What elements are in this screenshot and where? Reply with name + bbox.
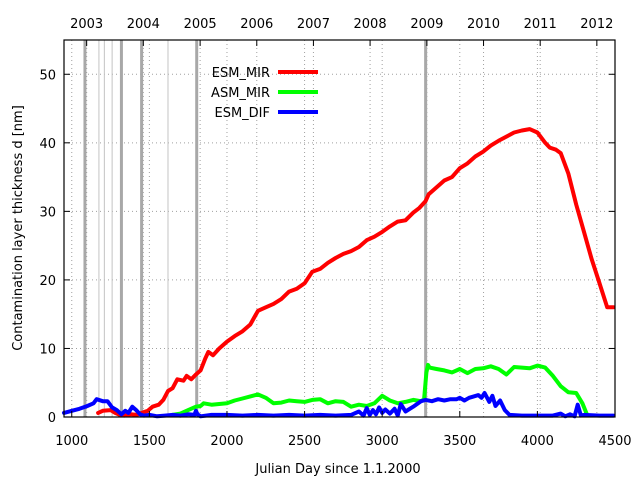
x-axis-title: Julian Day since 1.1.2000 (254, 462, 420, 477)
year-tick-label: 2003 (70, 17, 103, 32)
grid-lines (64, 40, 615, 417)
y-tick-label: 50 (39, 68, 56, 83)
year-tick-label: 2012 (580, 17, 613, 32)
year-tick-label: 2004 (127, 17, 160, 32)
series-line-esm-mir (96, 127, 616, 418)
year-tick-label: 2007 (297, 17, 330, 32)
x-tick-label: 1000 (55, 434, 88, 449)
year-tick-label: 2010 (467, 17, 500, 32)
plot-frame (63, 39, 616, 418)
x-tick-label: 3500 (443, 434, 476, 449)
year-tick-label: 2005 (184, 17, 217, 32)
y-tick-label: 20 (39, 274, 56, 289)
legend: ESM_MIR ASM_MIR ESM_DIF (211, 66, 318, 121)
year-tick-label: 2009 (410, 17, 443, 32)
legend-label: ESM_DIF (214, 106, 270, 121)
y-tick-label: 0 (48, 411, 56, 426)
series-line-esm-dif (62, 391, 616, 419)
x-tick-label: 4500 (598, 434, 631, 449)
x-tick-label: 1500 (133, 434, 166, 449)
y-axis-title: Contamination layer thickness d [nm] (11, 105, 26, 351)
y-tick-labels: 0 10 20 30 40 50 (39, 68, 56, 426)
x-tick-label: 4000 (521, 434, 554, 449)
year-tick-label: 2006 (240, 17, 273, 32)
year-tick-label: 2008 (354, 17, 387, 32)
year-tick-labels: 2003 2004 2005 2006 2007 2008 2009 2010 2011 2012 (70, 17, 613, 32)
x-tick-label: 3000 (366, 434, 399, 449)
series-lines (62, 127, 616, 419)
axis-ticks (64, 40, 616, 418)
legend-label: ESM_MIR (212, 66, 270, 81)
x-tick-label: 2000 (210, 434, 243, 449)
series-line-asm-mir (170, 362, 590, 417)
legend-label: ASM_MIR (211, 86, 270, 101)
x-tick-labels: 1000 1500 2000 2500 3000 3500 4000 4500 (55, 434, 631, 449)
y-tick-label: 40 (39, 137, 56, 152)
x-tick-label: 2500 (288, 434, 321, 449)
y-tick-label: 30 (39, 205, 56, 220)
event-lines (83, 40, 428, 417)
year-tick-label: 2011 (524, 17, 557, 32)
y-tick-label: 10 (39, 342, 56, 357)
